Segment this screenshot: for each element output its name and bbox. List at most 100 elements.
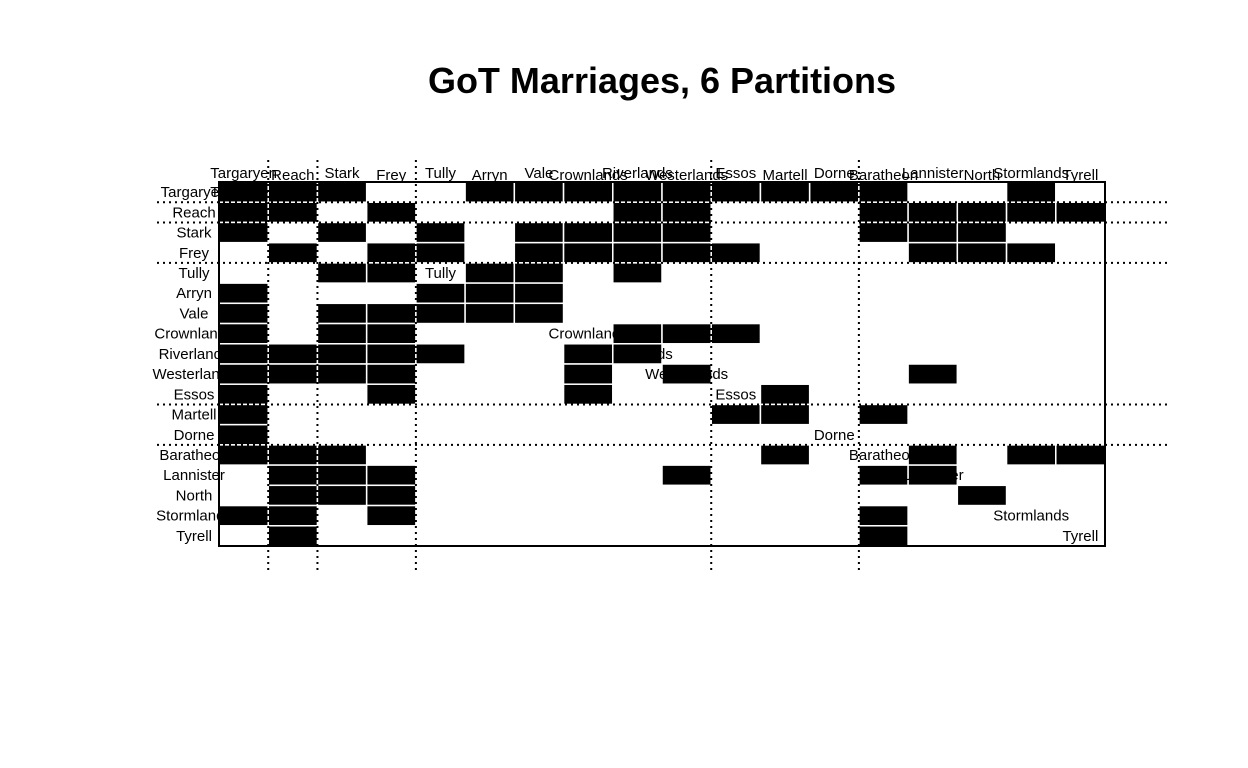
cell-1-17 [1055, 201, 1106, 224]
cell-2-14 [907, 221, 959, 244]
cell-13-16 [1005, 444, 1057, 466]
diagonal-label: Dorne [814, 427, 855, 444]
diagonal-label: Tully [425, 265, 457, 282]
row-label: Vale [180, 305, 209, 322]
diagonal-label: Baratheon [849, 447, 918, 464]
cell-3-15 [956, 241, 1008, 264]
cell-3-4 [415, 241, 466, 264]
diagonal-label: Frey [376, 245, 407, 262]
cell-7-10 [710, 322, 762, 345]
column-label: Stormlands [993, 165, 1069, 182]
diagonal-label: North [964, 487, 1001, 504]
cell-14-3 [365, 464, 417, 487]
column-label: Reach [271, 167, 314, 184]
diagonal-labels: Targaryen Reach Stark Frey Tully Arryn Vale Cro… [210, 184, 1098, 545]
row-label: Essos [174, 386, 215, 403]
diagonal-label: Stark [325, 225, 361, 242]
cell-7-9 [661, 322, 712, 345]
column-label: Lannister [902, 165, 964, 182]
row-label: Targaryen [161, 184, 228, 201]
cell-16-13 [858, 504, 909, 527]
diagonal-label: Targaryen [210, 184, 277, 201]
cell-9-7 [562, 363, 614, 385]
cell-1-0 [218, 201, 269, 224]
diagonal-label: Lannister [902, 467, 964, 484]
cell-4-8 [612, 262, 663, 284]
diagonal-label: Vale [524, 305, 553, 322]
cell-1-1 [267, 201, 319, 224]
column-label: Vale [524, 165, 553, 182]
cell-4-2 [316, 262, 368, 284]
cell-0-16 [1005, 181, 1057, 203]
cell-14-1 [267, 464, 319, 487]
cell-3-7 [562, 241, 614, 264]
cell-5-0 [218, 282, 269, 305]
column-label: Crownlands [549, 167, 628, 184]
cell-4-6 [513, 262, 565, 284]
cell-15-15 [956, 484, 1008, 507]
cell-1-9 [661, 201, 712, 224]
cell-6-2 [316, 302, 368, 325]
diagonal-label: Arryn [472, 285, 508, 302]
cell-6-0 [218, 302, 269, 325]
cell-2-4 [415, 221, 466, 244]
cell-8-1 [267, 343, 319, 365]
diagonal-label: Tyrell [1062, 528, 1098, 545]
cell-2-13 [858, 221, 909, 244]
column-label: Baratheon [849, 167, 918, 184]
cell-3-6 [513, 241, 565, 264]
diagonal-label: Crownlands [549, 326, 628, 343]
cell-6-4 [415, 302, 466, 325]
cell-11-13 [858, 403, 909, 426]
row-label: Crownlands [154, 326, 233, 343]
cell-0-12 [808, 181, 860, 203]
column-label: Westerlands [645, 167, 728, 184]
diagonal-label: Essos [715, 386, 756, 403]
column-label: Tully [425, 165, 457, 182]
cell-10-0 [218, 383, 269, 406]
row-labels: Targaryen Reach Stark Frey Tully Arryn Vale Cro… [152, 184, 235, 545]
cell-14-13 [858, 464, 909, 487]
row-label: Westerlands [152, 366, 235, 383]
cell-3-14 [907, 241, 959, 264]
cell-3-8 [612, 241, 663, 264]
cell-15-3 [365, 484, 417, 507]
diagonal-label: Riverlands [602, 346, 673, 363]
cell-0-8 [612, 181, 663, 203]
cell-14-9 [661, 464, 712, 487]
matrix-frame [218, 181, 1106, 547]
diagonal-label: Stormlands [993, 508, 1069, 525]
row-label: Dorne [174, 427, 215, 444]
cell-5-4 [415, 282, 466, 305]
cell-13-17 [1055, 444, 1106, 466]
cell-1-3 [365, 201, 417, 224]
cell-3-9 [661, 241, 712, 264]
cell-13-11 [759, 444, 811, 466]
cell-4-3 [365, 262, 417, 284]
partition-lines [157, 160, 1169, 574]
cell-7-2 [316, 322, 368, 345]
cell-1-14 [907, 201, 959, 224]
row-label: Arryn [176, 285, 212, 302]
row-label: Frey [179, 245, 210, 262]
row-label: Baratheon [159, 447, 228, 464]
cell-17-1 [267, 525, 319, 547]
cell-8-4 [415, 343, 466, 365]
cell-3-10 [710, 241, 762, 264]
cell-0-7 [562, 181, 614, 203]
matrix-cells [218, 181, 1106, 547]
cell-2-0 [218, 221, 269, 244]
cell-5-6 [513, 282, 565, 305]
cell-15-2 [316, 484, 368, 507]
cell-11-10 [710, 403, 762, 426]
cell-9-2 [316, 363, 368, 385]
row-label: Stormlands [156, 508, 232, 525]
cell-9-9 [661, 363, 712, 385]
cell-15-1 [267, 484, 319, 507]
cell-10-3 [365, 383, 417, 406]
cell-9-14 [907, 363, 959, 385]
cell-8-2 [316, 343, 368, 365]
row-label: Lannister [163, 467, 225, 484]
